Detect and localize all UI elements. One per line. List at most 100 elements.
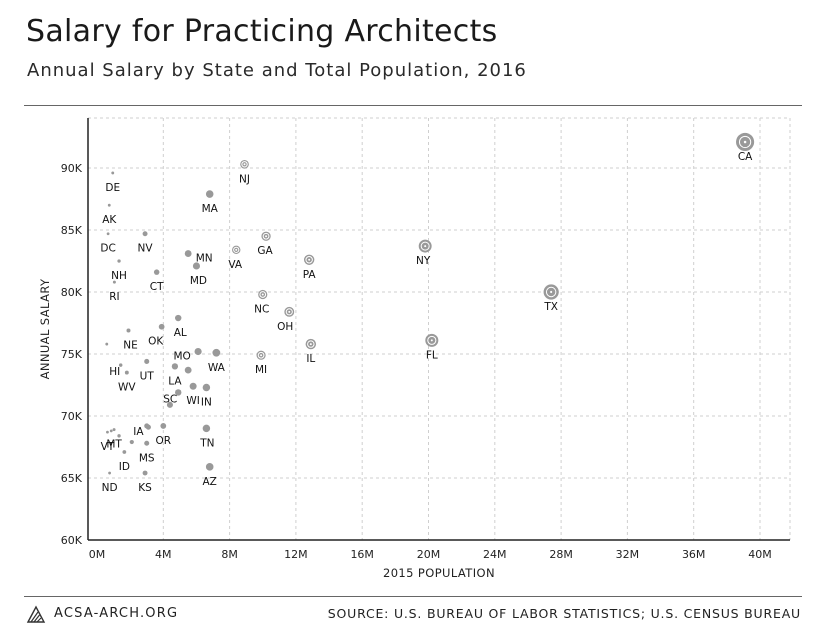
data-point-ring [257, 351, 265, 359]
point-label-in: IN [201, 396, 212, 408]
data-point-ring [241, 161, 248, 168]
point-label-mn: MN [196, 253, 213, 265]
data-point-id [122, 450, 127, 454]
point-label-ia: IA [133, 426, 144, 438]
y-tick-label: 65K [61, 472, 83, 485]
data-point-wi [189, 382, 197, 390]
data-point-center [243, 163, 246, 166]
data-point-wv [124, 370, 129, 375]
point-label-il: IL [306, 353, 315, 365]
x-tick-label: 12M [284, 548, 308, 561]
data-point-ks [142, 470, 148, 476]
data-point-center [235, 248, 238, 251]
data-point-center [743, 140, 747, 144]
y-tick-label: 80K [61, 286, 83, 299]
footer-site[interactable]: ACSA-ARCH.ORG [54, 606, 179, 621]
point-label-mo: MO [173, 351, 190, 363]
data-point-ring [738, 135, 752, 149]
point-label-mt: MT [106, 439, 122, 451]
point-label-ny: NY [416, 255, 431, 267]
data-point-center [309, 343, 312, 346]
y-tick-label: 70K [61, 410, 83, 423]
footer-divider [24, 596, 802, 597]
data-point-hi [118, 363, 123, 367]
data-point-center [424, 245, 427, 248]
data-point-az [205, 463, 214, 471]
point-label-ks: KS [138, 482, 152, 494]
data-point-ring [545, 286, 557, 298]
data-point-tn [202, 424, 211, 433]
data-point-ri [112, 280, 116, 284]
x-tick-label: 28M [549, 548, 573, 561]
x-axis-label: 2015 POPULATION [383, 566, 495, 580]
data-point-ky [166, 401, 173, 408]
point-label-pa: PA [303, 269, 317, 281]
scatter-chart: 0M 4M 8M 12M 16M 20M 24M 28M 32M 36M 40M 60K 65K 70K 7… [38, 117, 791, 580]
x-tick-label: 36M [682, 548, 706, 561]
data-point-ring [420, 241, 430, 251]
data-point-co [184, 366, 192, 374]
point-label-md: MD [190, 275, 207, 287]
point-label-ut: UT [140, 370, 155, 382]
data-point-nh [117, 259, 121, 263]
point-label-tn: TN [199, 437, 214, 449]
data-point-sd [109, 429, 113, 433]
point-label-ga: GA [257, 245, 273, 257]
data-point-dc [106, 232, 110, 236]
data-point-ms [144, 440, 150, 446]
x-tick-label: 40M [748, 548, 772, 561]
point-label-nh: NH [111, 270, 127, 282]
data-point-ne [126, 328, 131, 333]
point-label-wi: WI [186, 395, 199, 407]
point-label-vt: VT [101, 441, 115, 453]
data-point-vt [106, 430, 109, 434]
x-tick-label: 16M [350, 548, 374, 561]
data-point-nd [108, 471, 111, 475]
data-point-de [111, 171, 115, 175]
x-tick-label: 0M [89, 548, 106, 561]
point-label-wv: WV [118, 382, 136, 394]
data-point-ring [285, 308, 293, 316]
x-tick-label: 8M [221, 548, 238, 561]
point-label-ma: MA [202, 203, 219, 215]
point-label-al: AL [174, 327, 187, 339]
point-label-or: OR [156, 435, 172, 447]
data-point-sc [175, 389, 182, 396]
point-label-ca: CA [738, 151, 753, 163]
data-point-center [430, 339, 433, 342]
point-label-ms: MS [139, 452, 155, 464]
data-point-la [171, 363, 179, 370]
point-label-nd: ND [102, 482, 118, 494]
data-point-ct [153, 269, 160, 275]
point-label-fl: FL [426, 349, 438, 361]
data-point-mo [194, 347, 202, 356]
chart-title: Salary for Practicing Architects [26, 14, 498, 49]
point-label-tx: TX [543, 301, 558, 313]
data-point-al [175, 314, 182, 322]
point-label-az: AZ [203, 476, 217, 488]
point-label-sc: SC [163, 393, 177, 405]
data-point-or [160, 423, 167, 429]
x-tick-label: 24M [483, 548, 507, 561]
y-tick-label: 60K [61, 534, 83, 547]
point-label-nc: NC [254, 303, 269, 315]
point-label-de: DE [105, 182, 120, 194]
data-point-ring [259, 291, 267, 298]
acsa-logo-icon [26, 605, 46, 623]
data-point-ak [107, 203, 111, 207]
data-point-mt [112, 428, 116, 432]
data-point-center [265, 235, 268, 238]
point-label-ak: AK [102, 214, 117, 226]
point-label-ne: NE [123, 339, 138, 351]
data-point-center [261, 293, 264, 296]
data-point-in [202, 383, 211, 392]
point-label-nv: NV [138, 243, 154, 255]
point-label-dc: DC [100, 243, 115, 255]
data-point-md [192, 262, 201, 270]
point-label-id: ID [119, 461, 130, 473]
point-label-la: LA [168, 375, 182, 387]
point-label-wa: WA [208, 362, 226, 374]
data-point-ring [233, 246, 240, 253]
data-point-center [260, 354, 263, 357]
x-tick-label: 20M [417, 548, 441, 561]
